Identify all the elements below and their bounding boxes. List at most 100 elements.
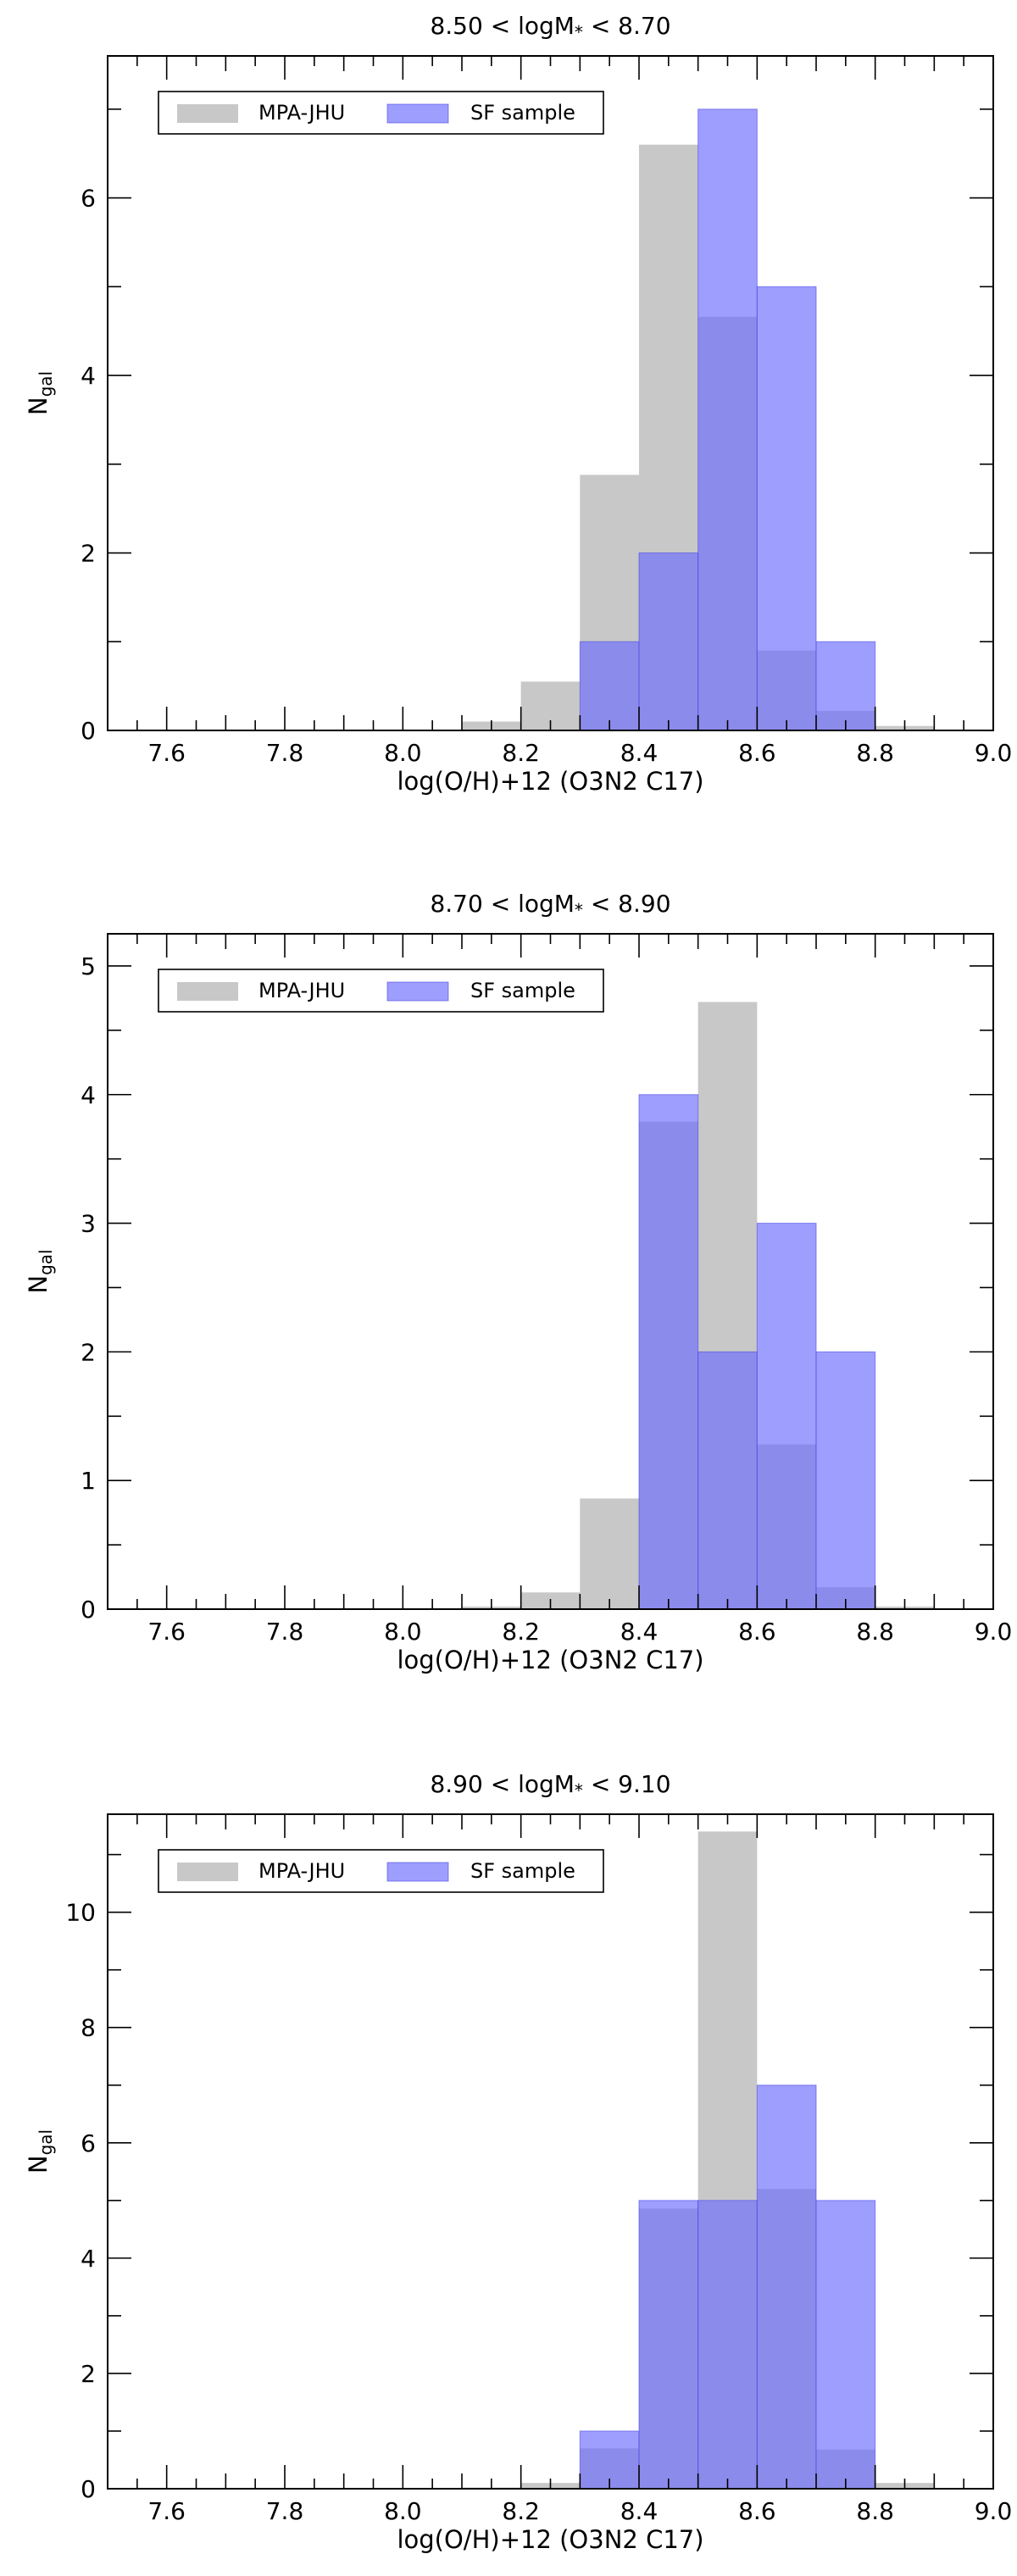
x-tick-label: 7.6 [147,2497,186,2525]
y-tick-label: 6 [81,185,96,213]
ticks [107,934,994,1610]
chart-title-subscript: * [575,22,583,42]
chart-panel-2: 8.70 < logM* < 8.90 7.6 7.8 8.0 8.2 8.4 8.6 8.8… [24,890,1012,1674]
x-tick-label: 9.0 [975,2497,1013,2525]
legend: MPA-JHU SF sample [158,1849,604,1893]
x-axis-label: log(O/H)+12 (O3N2 C17) [397,2525,703,2554]
x-tick-label: 7.8 [266,2497,304,2525]
bar-sf-5 [697,2200,758,2490]
axes-frame [107,55,994,731]
y-axis-label-subscript: gal [36,1249,56,1275]
y-axis-label: Ngal [24,1249,56,1293]
x-tick-label: 8.4 [620,2497,659,2525]
bar-sf-7 [815,641,876,731]
legend-swatch-mpa [177,982,238,1001]
y-tick-label: 4 [81,2245,96,2273]
y-axis-label-main: N [24,397,53,415]
chart-title-main: 8.50 < logM [430,12,574,40]
y-axis-label-subscript: gal [36,371,56,397]
bar-sf-7 [815,2200,876,2490]
y-tick-label: 0 [81,717,96,745]
y-tick-label: 0 [81,2475,96,2503]
x-tick-label: 8.2 [502,1618,540,1646]
x-axis-label: log(O/H)+12 (O3N2 C17) [397,1646,703,1674]
bar-sf-3 [579,641,640,731]
chart-title-main: 8.90 < logM [430,1770,574,1798]
chart-title-tail: < 8.90 [583,890,671,918]
bar-sf-6 [756,2085,817,2490]
chart-title-tail: < 9.10 [583,1770,671,1798]
y-tick-label: 2 [81,540,96,568]
series-sf [579,108,876,731]
x-tick-label: 8.4 [620,739,659,767]
bar-sf-7 [815,1351,876,1610]
x-tick-label: 8.4 [620,1618,659,1646]
x-tick-label: 9.0 [975,739,1013,767]
x-tick-label: 8.2 [502,2497,540,2525]
x-tick-label: 7.8 [266,1618,304,1646]
y-axis-label-main: N [24,2155,53,2174]
bar-sf-4 [638,2200,699,2490]
x-tick-label: 8.0 [384,1618,422,1646]
legend-label-mpa: MPA-JHU [258,101,345,125]
legend-swatch-sf [386,1862,449,1882]
bar-sf-6 [756,286,817,731]
legend: MPA-JHU SF sample [158,969,604,1013]
legend-label-sf: SF sample [470,101,575,125]
bar-sf-5 [697,1351,758,1610]
x-tick-label: 7.8 [266,739,304,767]
y-axis-label-subscript: gal [36,2129,56,2156]
chart-title-subscript: * [575,900,583,920]
y-tick-label: 10 [65,1899,96,1927]
y-tick-label: 1 [81,1467,96,1495]
legend-swatch-sf [386,103,449,124]
x-tick-label: 9.0 [975,1618,1013,1646]
x-tick-label: 8.2 [502,739,540,767]
bar-sf-5 [697,108,758,731]
x-tick-label: 8.0 [384,739,422,767]
legend-label-sf: SF sample [470,1859,575,1883]
x-tick-label: 8.8 [856,2497,894,2525]
y-tick-label: 2 [81,2360,96,2388]
x-tick-label: 8.6 [738,2497,776,2525]
bar-mpa-3 [580,1498,639,1609]
x-tick-label: 8.8 [856,1618,894,1646]
ticks [107,1814,994,2490]
chart-title: 8.90 < logM* < 9.10 [430,1770,670,1801]
chart-title: 8.50 < logM* < 8.70 [430,12,670,42]
y-tick-label: 6 [81,2129,96,2157]
chart-title: 8.70 < logM* < 8.90 [430,890,670,920]
y-tick-label: 3 [81,1210,96,1238]
bar-sf-4 [638,1094,699,1610]
x-tick-label: 8.8 [856,739,894,767]
legend-label-sf: SF sample [470,979,575,1002]
y-axis-label: Ngal [24,371,56,415]
y-tick-label: 2 [81,1338,96,1366]
bar-sf-6 [756,1223,817,1610]
y-tick-label: 4 [81,362,96,390]
chart-panel-1: 8.50 < logM* < 8.70 7.6 7.8 8.0 8.2 8.4 8.6 8.8… [24,12,1012,796]
y-axis-label-main: N [24,1275,53,1294]
chart-title-subscript: * [575,1780,583,1801]
x-tick-label: 8.6 [738,739,776,767]
series-sf [579,2085,876,2490]
y-tick-label: 8 [81,2014,96,2042]
legend-label-mpa: MPA-JHU [258,1859,345,1883]
legend-swatch-mpa [177,104,238,123]
x-tick-label: 7.6 [147,739,186,767]
x-tick-label: 8.6 [738,1618,776,1646]
y-tick-label: 5 [81,952,96,980]
chart-panel-3: 8.90 < logM* < 9.10 7.6 7.8 8.0 8.2 8.4 8.6 8.8… [24,1770,1012,2554]
x-axis-label: log(O/H)+12 (O3N2 C17) [397,767,703,796]
chart-title-main: 8.70 < logM [430,890,574,918]
legend: MPA-JHU SF sample [158,91,604,135]
x-tick-label: 7.6 [147,1618,186,1646]
x-tick-label: 8.0 [384,2497,422,2525]
series-sf [638,1094,876,1610]
y-axis-label: Ngal [24,2129,56,2174]
y-tick-label: 4 [81,1081,96,1109]
ticks [107,56,994,731]
legend-label-mpa: MPA-JHU [258,979,345,1002]
chart-title-tail: < 8.70 [583,12,671,40]
